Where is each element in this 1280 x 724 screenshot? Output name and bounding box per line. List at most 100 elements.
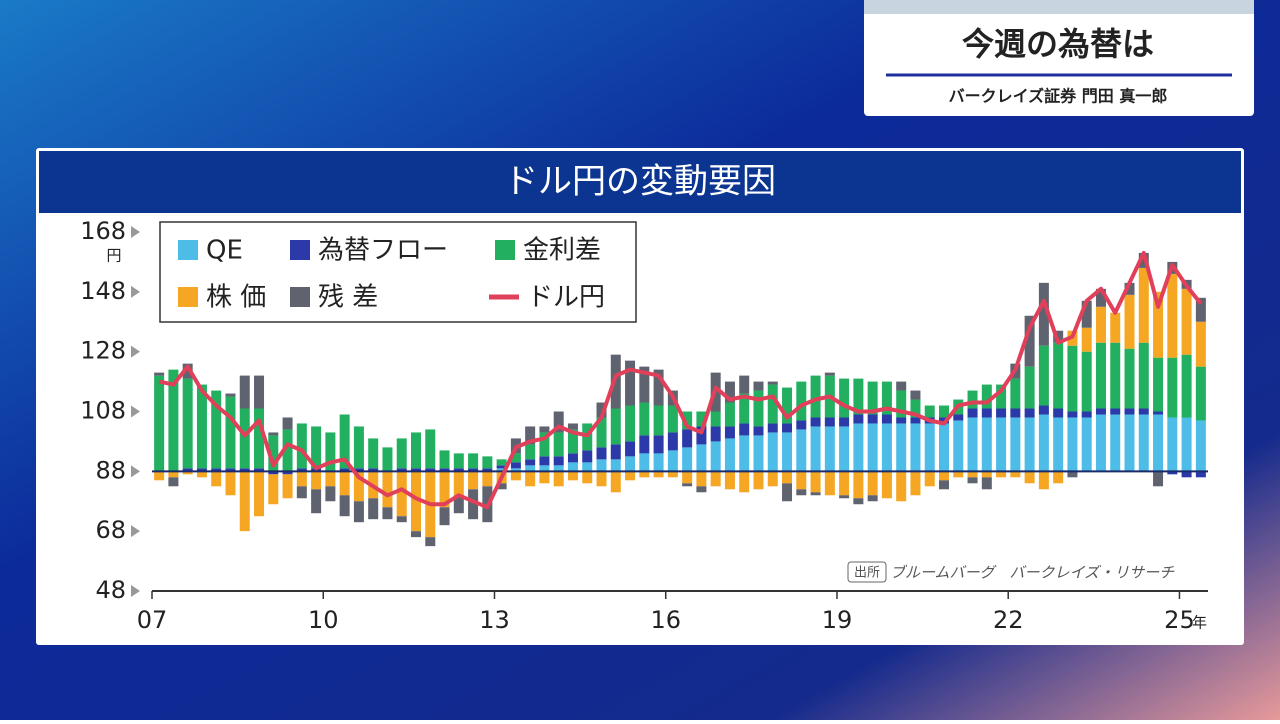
bar xyxy=(168,471,179,478)
bar xyxy=(582,471,593,484)
bar xyxy=(539,432,550,457)
bar xyxy=(510,468,521,472)
y-tick-mark xyxy=(131,226,140,238)
bar xyxy=(1153,357,1164,412)
bar xyxy=(353,468,364,472)
legend-swatch xyxy=(495,240,515,260)
bar xyxy=(1167,357,1178,418)
bar xyxy=(610,408,621,445)
bar xyxy=(411,432,421,469)
bar xyxy=(1095,342,1106,409)
bar xyxy=(910,399,921,418)
bar xyxy=(553,465,564,472)
bar xyxy=(782,423,793,433)
bar xyxy=(1138,414,1149,472)
legend-box xyxy=(159,221,637,323)
y-tick-label: 168 xyxy=(80,217,126,245)
bar xyxy=(1038,405,1049,415)
y-tick-label: 148 xyxy=(80,277,126,305)
bar xyxy=(425,468,436,472)
bar xyxy=(1024,366,1035,409)
bar xyxy=(739,435,750,472)
bar xyxy=(453,495,464,514)
bar xyxy=(268,435,279,472)
bar xyxy=(553,456,564,466)
bar xyxy=(910,423,921,472)
bar xyxy=(196,384,207,469)
bar xyxy=(682,429,693,448)
bar xyxy=(696,426,707,445)
bar xyxy=(1024,408,1035,418)
bar xyxy=(739,375,750,394)
legend-label: 残 差 xyxy=(318,283,378,313)
bar xyxy=(239,408,250,469)
bar xyxy=(1195,321,1206,367)
bar xyxy=(468,468,479,472)
bar xyxy=(496,459,507,466)
speaker: バークレイズ証券 門田 真一郎 xyxy=(949,87,1168,106)
bar xyxy=(268,432,279,436)
bar xyxy=(625,441,636,457)
bar xyxy=(653,453,664,472)
bar xyxy=(1153,414,1164,472)
legend-swatch xyxy=(290,240,310,260)
bar xyxy=(853,498,864,505)
bar xyxy=(1181,417,1192,472)
source-tag-box xyxy=(847,561,887,583)
bar xyxy=(896,381,907,391)
bar xyxy=(510,453,521,463)
bar xyxy=(282,429,293,472)
bar xyxy=(353,501,364,523)
bar xyxy=(1053,342,1064,409)
y-tick-mark xyxy=(131,465,140,478)
bar xyxy=(967,477,978,484)
bar xyxy=(1124,294,1135,349)
bar xyxy=(225,393,236,397)
bar xyxy=(967,408,978,418)
bar xyxy=(468,489,479,520)
bar xyxy=(525,465,536,472)
bar xyxy=(182,378,193,469)
bar xyxy=(1081,411,1092,418)
bar xyxy=(639,402,650,436)
bar xyxy=(1110,408,1121,415)
bar xyxy=(425,429,436,469)
bar xyxy=(1167,273,1178,358)
bar xyxy=(1181,471,1192,478)
bar xyxy=(567,453,578,463)
bar xyxy=(567,429,578,454)
bar xyxy=(767,432,778,472)
bar xyxy=(1081,327,1092,352)
bar xyxy=(824,417,835,427)
bar xyxy=(496,465,507,469)
bar xyxy=(739,423,750,436)
bar xyxy=(468,471,479,490)
bar xyxy=(168,477,179,487)
bar xyxy=(1167,471,1178,475)
bar xyxy=(196,471,207,478)
bar xyxy=(553,471,564,487)
bar xyxy=(867,471,878,496)
bar xyxy=(239,471,250,532)
title-box-top xyxy=(864,0,1254,14)
bar xyxy=(382,471,393,508)
bar xyxy=(724,381,735,403)
bar xyxy=(411,471,421,532)
bar xyxy=(653,435,664,454)
bar xyxy=(339,495,350,517)
bar xyxy=(1095,306,1106,343)
bar xyxy=(567,471,578,481)
bar xyxy=(254,471,265,517)
bar xyxy=(710,411,721,427)
bar xyxy=(1024,315,1035,367)
bar xyxy=(625,360,636,406)
bar xyxy=(596,471,607,487)
bar xyxy=(839,471,850,496)
bar xyxy=(225,471,236,496)
bar xyxy=(1095,408,1106,415)
bar xyxy=(810,492,821,496)
bar xyxy=(867,495,878,502)
bar xyxy=(411,531,421,538)
